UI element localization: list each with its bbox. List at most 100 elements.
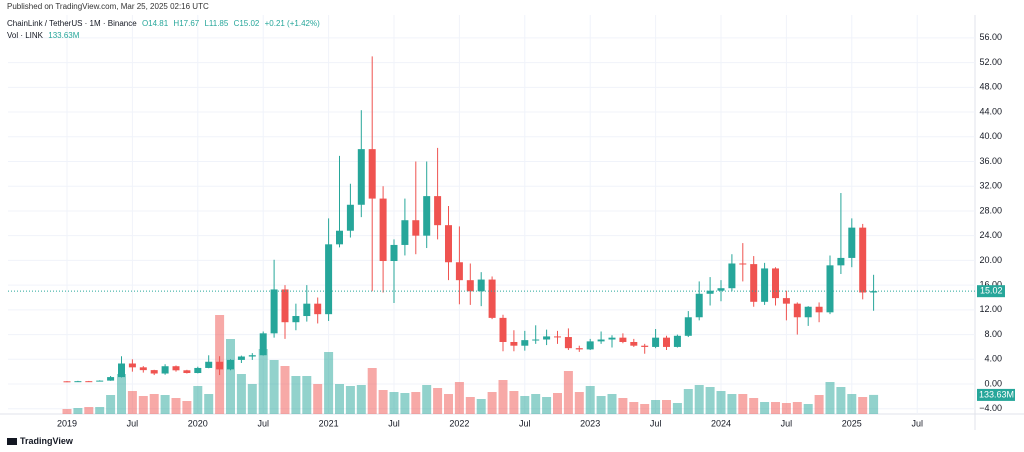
candle-body <box>608 337 616 340</box>
candle-body <box>172 366 180 371</box>
y-tick-label: 36.00 <box>979 156 1002 166</box>
volume-title: Vol · LINK <box>7 31 44 40</box>
volume-bar <box>62 409 72 414</box>
y-tick-label: 44.00 <box>979 106 1002 116</box>
candle-body <box>815 306 823 313</box>
candle-body <box>434 196 442 226</box>
volume-bar <box>727 394 737 414</box>
volume-bar <box>781 403 791 414</box>
ohlc-change: +0.21 (+1.42%) <box>264 19 320 28</box>
volume-bar <box>106 395 116 414</box>
volume-bar <box>269 360 279 414</box>
price-axis-bg <box>975 0 1024 452</box>
last-volume-tag <box>977 388 1015 401</box>
y-tick-label: 12.00 <box>979 304 1002 314</box>
volume-bar <box>345 386 355 414</box>
volume-bar <box>814 395 824 414</box>
candle-body <box>118 363 125 378</box>
candle-body <box>259 333 267 356</box>
volume-bar <box>498 380 508 414</box>
candle-body <box>96 380 104 382</box>
volume-bar <box>629 402 639 414</box>
candle-body <box>128 363 136 368</box>
candle-body <box>445 225 452 263</box>
candle-body <box>314 303 322 315</box>
volume-bar <box>302 376 312 414</box>
candle-body <box>663 337 670 347</box>
ohlc-close: C15.02 <box>233 19 260 28</box>
volume-bar <box>476 399 486 414</box>
volume-bar <box>531 394 541 414</box>
symbol: ChainLink / TetherUS · 1M · Binance <box>7 19 137 28</box>
volume-bar <box>847 394 857 414</box>
candle-body <box>281 289 289 323</box>
x-tick-label: 2019 <box>57 418 77 428</box>
candle-body <box>303 303 311 317</box>
candle-body <box>216 361 224 370</box>
last-price-label: 15.02 <box>980 286 1003 296</box>
volume-bar <box>520 396 530 414</box>
candle-body <box>543 336 551 340</box>
volume-bar <box>574 392 584 414</box>
volume-bar <box>553 393 562 414</box>
candle-body <box>423 196 431 236</box>
y-tick-label: −4.00 <box>979 403 1002 413</box>
y-tick-label: 48.00 <box>979 82 1002 92</box>
candle-body <box>477 279 485 292</box>
brand: TradingView <box>7 436 76 446</box>
candle-body <box>346 204 354 231</box>
y-tick-label: 0.00 <box>984 378 1002 388</box>
candle-body <box>772 268 779 299</box>
candle-body <box>575 348 583 350</box>
x-tick-label: 2021 <box>319 418 339 428</box>
candle-body <box>325 244 333 315</box>
published-note: Published on TradingView.com, Mar 25, 20… <box>7 2 209 11</box>
volume-legend: Vol · LINK 133.63M <box>7 31 82 40</box>
ohlc-high: H17.67 <box>173 19 200 28</box>
candle-body <box>499 317 507 342</box>
candle-body <box>728 263 736 289</box>
candle-body <box>706 290 714 294</box>
candle-body <box>761 268 769 302</box>
volume-bar <box>127 391 137 414</box>
ohlc-low: L11.85 <box>204 19 229 28</box>
volume-bar <box>149 394 159 414</box>
candle-body <box>532 339 540 341</box>
legend-row: ChainLink / TetherUS · 1M · Binance O14.… <box>7 19 323 28</box>
volume-bar <box>291 376 301 414</box>
candle-body <box>270 289 278 334</box>
brand-logo <box>7 438 17 446</box>
volume-bar <box>487 392 497 414</box>
x-tick-label: Jul <box>127 418 139 428</box>
volume-bar <box>444 394 453 414</box>
candle-body <box>717 288 725 291</box>
volume-bar <box>117 374 126 414</box>
volume-bar <box>465 397 475 414</box>
candle-body <box>554 336 561 338</box>
candle-body <box>183 370 191 374</box>
volume-bar <box>247 384 257 414</box>
volume-bar <box>204 394 214 414</box>
volume-bar <box>73 408 83 414</box>
candle-body <box>401 220 409 245</box>
candle-body <box>750 264 758 302</box>
y-tick-label: 24.00 <box>979 230 1002 240</box>
candle-body <box>804 306 812 318</box>
candle-body <box>292 316 300 323</box>
y-tick-label: 16.00 <box>979 279 1002 289</box>
candle-body <box>227 359 234 370</box>
volume-bar <box>226 339 235 414</box>
volume-bar <box>160 395 170 414</box>
volume-bar <box>400 393 410 414</box>
y-tick-label: 32.00 <box>979 181 1002 191</box>
candle-body <box>870 291 878 293</box>
candle-body <box>368 149 376 199</box>
candle-body <box>695 293 703 318</box>
volume-bar <box>378 390 388 414</box>
x-tick-label: 2022 <box>449 418 469 428</box>
volume-bar <box>803 404 813 414</box>
volume-bar <box>422 385 432 414</box>
candle-body <box>739 263 747 265</box>
candle-body <box>826 265 834 313</box>
volume-bar <box>749 398 759 414</box>
